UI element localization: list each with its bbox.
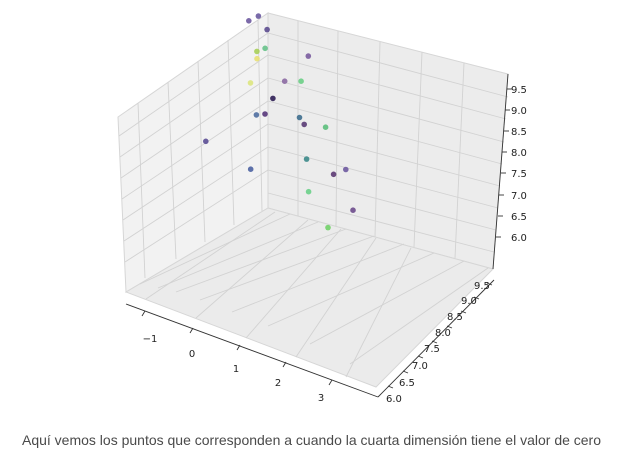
y-tick-label: 6.5	[399, 378, 415, 389]
y-tick-mark	[473, 296, 480, 300]
axis-lines	[125, 73, 509, 398]
scatter-point	[262, 45, 268, 52]
x-tick-mark	[282, 361, 287, 368]
x-axis-ticks: −1 0 1 2 3	[141, 310, 333, 404]
z-axis-ticks: 6.0 6.5 7.0 7.5 8.0 8.5 9.0 9.5	[496, 85, 527, 244]
x-tick-mark	[189, 327, 194, 334]
x-tick-mark	[141, 310, 146, 317]
y-axis-line	[377, 279, 495, 398]
scatter-point	[247, 166, 254, 172]
z-tick-label: 8.5	[511, 127, 527, 138]
x-axis-line	[125, 303, 379, 398]
y-tick-mark	[387, 385, 394, 389]
scatter-point	[325, 224, 331, 231]
y-tick-mark	[460, 310, 467, 314]
x-tick-mark	[328, 379, 333, 386]
scatter-point	[203, 138, 209, 145]
scatter-point	[305, 188, 312, 195]
z-tick-label: 9.5	[511, 85, 527, 96]
scatter-point	[255, 13, 262, 19]
scatter-point	[254, 48, 260, 55]
y-tick-label: 7.0	[412, 361, 428, 372]
scatter-point	[303, 156, 310, 162]
x-tick-mark	[236, 344, 241, 351]
scatter-point	[330, 171, 337, 178]
y-tick-label: 8.5	[447, 312, 463, 323]
z-axis-line	[492, 73, 509, 270]
x-tick-label: 0	[189, 349, 195, 360]
scatter-point	[254, 55, 260, 62]
z-tick-label: 6.5	[511, 212, 527, 223]
plot-panes	[117, 12, 509, 388]
grid-lines	[118, 19, 509, 378]
y-tick-label: 7.5	[424, 344, 440, 355]
scatter-point	[246, 18, 252, 24]
scatter-point	[253, 112, 260, 118]
z-tick-label: 9.0	[511, 106, 527, 117]
y-tick-label: 8.0	[435, 328, 451, 339]
scatter-point	[305, 53, 312, 59]
y-tick-mark	[431, 340, 438, 344]
y-tick-mark	[486, 282, 493, 286]
scatter-point	[343, 166, 349, 173]
x-tick-label: 2	[275, 378, 281, 389]
scatter-point	[247, 80, 254, 86]
data-points	[203, 13, 356, 231]
z-tick-label: 7.5	[511, 169, 527, 180]
y-tick-label: 9.5	[474, 281, 490, 292]
scatter-point	[350, 207, 356, 213]
3d-scatter-plot: −1 0 1 2 3 6.0 6.5 7.0 7.5 8.0 8.5 9.0 9…	[117, 12, 527, 405]
y-tick-label: 9.0	[461, 296, 477, 307]
scatter-point	[301, 121, 308, 128]
scatter-point	[296, 114, 303, 121]
y-tick-label: 6.0	[386, 394, 402, 405]
scatter-point	[281, 78, 288, 84]
z-tick-label: 8.0	[511, 148, 527, 159]
y-tick-mark	[446, 325, 453, 329]
y-tick-mark	[417, 355, 424, 359]
scatter-point	[262, 111, 268, 117]
figure-caption: Aquí vemos los puntos que corresponden a…	[21, 432, 602, 448]
y-tick-mark	[402, 370, 409, 374]
x-tick-label: 3	[318, 393, 324, 404]
y-axis-ticks: 6.0 6.5 7.0 7.5 8.0 8.5 9.0 9.5	[386, 281, 493, 405]
scatter-point	[264, 26, 270, 33]
scatter-point	[298, 78, 304, 84]
z-tick-label: 6.0	[511, 233, 527, 244]
z-tick-label: 7.0	[511, 191, 527, 202]
x-tick-label: −1	[143, 334, 158, 345]
scatter-point	[270, 95, 276, 102]
x-tick-label: 1	[233, 364, 239, 375]
scatter-point	[322, 124, 329, 130]
